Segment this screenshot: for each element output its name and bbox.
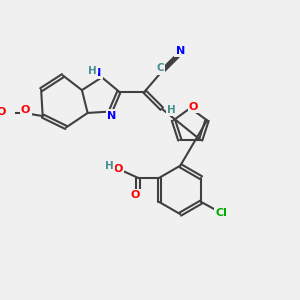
Text: N: N [176, 46, 185, 56]
Text: H: H [88, 66, 96, 76]
Text: N: N [107, 111, 116, 121]
Text: O: O [21, 105, 30, 116]
Text: H: H [167, 105, 176, 115]
Text: O: O [0, 107, 6, 117]
Text: C: C [157, 63, 164, 73]
Text: O: O [113, 164, 123, 174]
Text: N: N [92, 68, 101, 78]
Text: Cl: Cl [215, 208, 227, 218]
Text: O: O [189, 102, 198, 112]
Text: O: O [130, 190, 140, 200]
Text: H: H [105, 161, 114, 171]
